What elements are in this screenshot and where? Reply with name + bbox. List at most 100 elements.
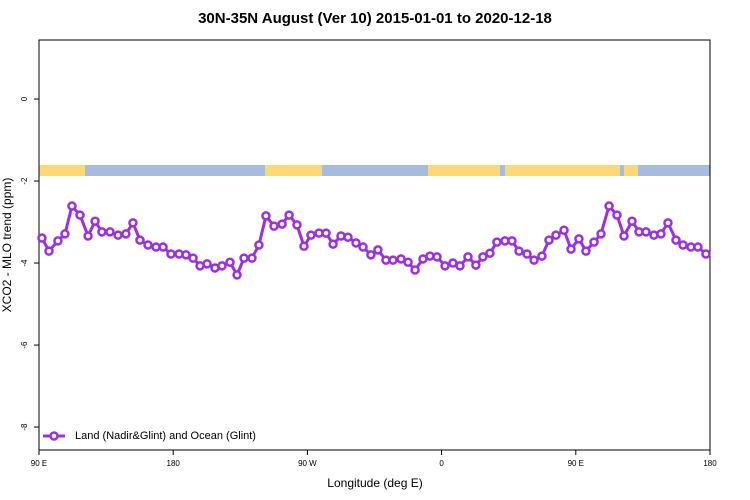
data-point	[239, 253, 249, 263]
data-point	[105, 227, 115, 237]
data-point	[693, 242, 703, 252]
data-point	[113, 230, 123, 240]
data-point	[261, 211, 271, 221]
data-point	[485, 248, 495, 258]
data-point	[478, 252, 488, 262]
data-point	[135, 235, 145, 245]
y-tick-label: -6	[20, 341, 29, 349]
data-point	[678, 240, 688, 250]
data-point	[83, 231, 93, 241]
y-tick-label: -8	[20, 423, 29, 431]
land-strip	[39, 165, 85, 176]
chart-title: 30N-35N August (Ver 10) 2015-01-01 to 20…	[198, 10, 552, 27]
data-point	[612, 210, 622, 220]
data-point	[701, 249, 711, 259]
data-point	[328, 239, 338, 249]
data-point	[471, 260, 481, 270]
land-ocean-strip	[39, 165, 710, 176]
data-point	[202, 259, 212, 269]
data-point	[589, 237, 599, 247]
ocean-strip	[39, 165, 710, 176]
data-point	[284, 210, 294, 220]
data-point	[90, 216, 100, 226]
x-tick-label: 180	[167, 459, 181, 468]
y-tick-label: -2	[20, 177, 29, 185]
data-point	[181, 250, 191, 260]
data-point	[225, 257, 235, 267]
data-point	[627, 216, 637, 226]
data-point	[529, 255, 539, 265]
data-point	[604, 201, 614, 211]
data-point	[67, 201, 77, 211]
land-strip	[624, 165, 638, 176]
data-point	[656, 229, 666, 239]
land-strip	[428, 165, 500, 176]
data-point	[299, 241, 309, 251]
land-strip	[265, 165, 322, 176]
data-point	[166, 249, 176, 259]
y-tick-label: 0	[20, 96, 29, 101]
data-point	[121, 229, 131, 239]
data-point	[217, 261, 227, 271]
data-point	[44, 246, 54, 256]
data-point	[619, 231, 629, 241]
legend-label: Land (Nadir&Glint) and Ocean (Glint)	[75, 430, 256, 442]
data-point	[566, 244, 576, 254]
data-point	[551, 230, 561, 240]
data-point	[254, 240, 264, 250]
data-point	[596, 229, 606, 239]
data-point	[663, 218, 673, 228]
data-point	[366, 250, 376, 260]
data-point	[574, 234, 584, 244]
x-tick-label: 0	[439, 459, 444, 468]
data-point	[410, 265, 420, 275]
data-point	[388, 255, 398, 265]
data-point	[432, 252, 442, 262]
x-tick-label: 180	[703, 459, 717, 468]
data-point	[277, 219, 287, 229]
land-strip	[505, 165, 620, 176]
data-point	[343, 232, 353, 242]
x-tick-label: 90 W	[298, 459, 317, 468]
data-point	[292, 220, 302, 230]
data-point	[559, 225, 569, 235]
data-point	[321, 228, 331, 238]
data-point	[37, 233, 47, 243]
data-point	[581, 246, 591, 256]
data-point	[537, 251, 547, 261]
data-point	[143, 240, 153, 250]
data-point	[396, 254, 406, 264]
data-point	[247, 253, 257, 263]
data-point	[514, 246, 524, 256]
y-axis-label: XCO2 - MLO trend (ppm)	[0, 178, 14, 313]
data-point	[671, 235, 681, 245]
data-point	[188, 253, 198, 263]
data-point	[492, 237, 502, 247]
data-point	[358, 242, 368, 252]
data-point	[53, 236, 63, 246]
data-point	[60, 229, 70, 239]
data-point	[544, 235, 554, 245]
data-point	[306, 230, 316, 240]
x-tick-label: 90 E	[31, 459, 47, 468]
y-tick-label: -4	[20, 259, 29, 267]
legend-marker	[49, 431, 59, 441]
data-point	[269, 221, 279, 231]
data-point	[373, 245, 383, 255]
data-point	[75, 210, 85, 220]
data-point	[463, 252, 473, 262]
data-point	[455, 261, 465, 271]
data-point	[403, 257, 413, 267]
data-point	[641, 227, 651, 237]
data-point	[351, 238, 361, 248]
data-point	[158, 242, 168, 252]
x-tick-label: 90 E	[568, 459, 584, 468]
x-axis-label: Longitude (deg E)	[327, 476, 422, 490]
data-point	[128, 218, 138, 228]
data-point	[440, 261, 450, 271]
data-point	[232, 270, 242, 280]
data-point	[97, 227, 107, 237]
data-point	[522, 249, 532, 259]
plot-frame	[38, 39, 711, 451]
